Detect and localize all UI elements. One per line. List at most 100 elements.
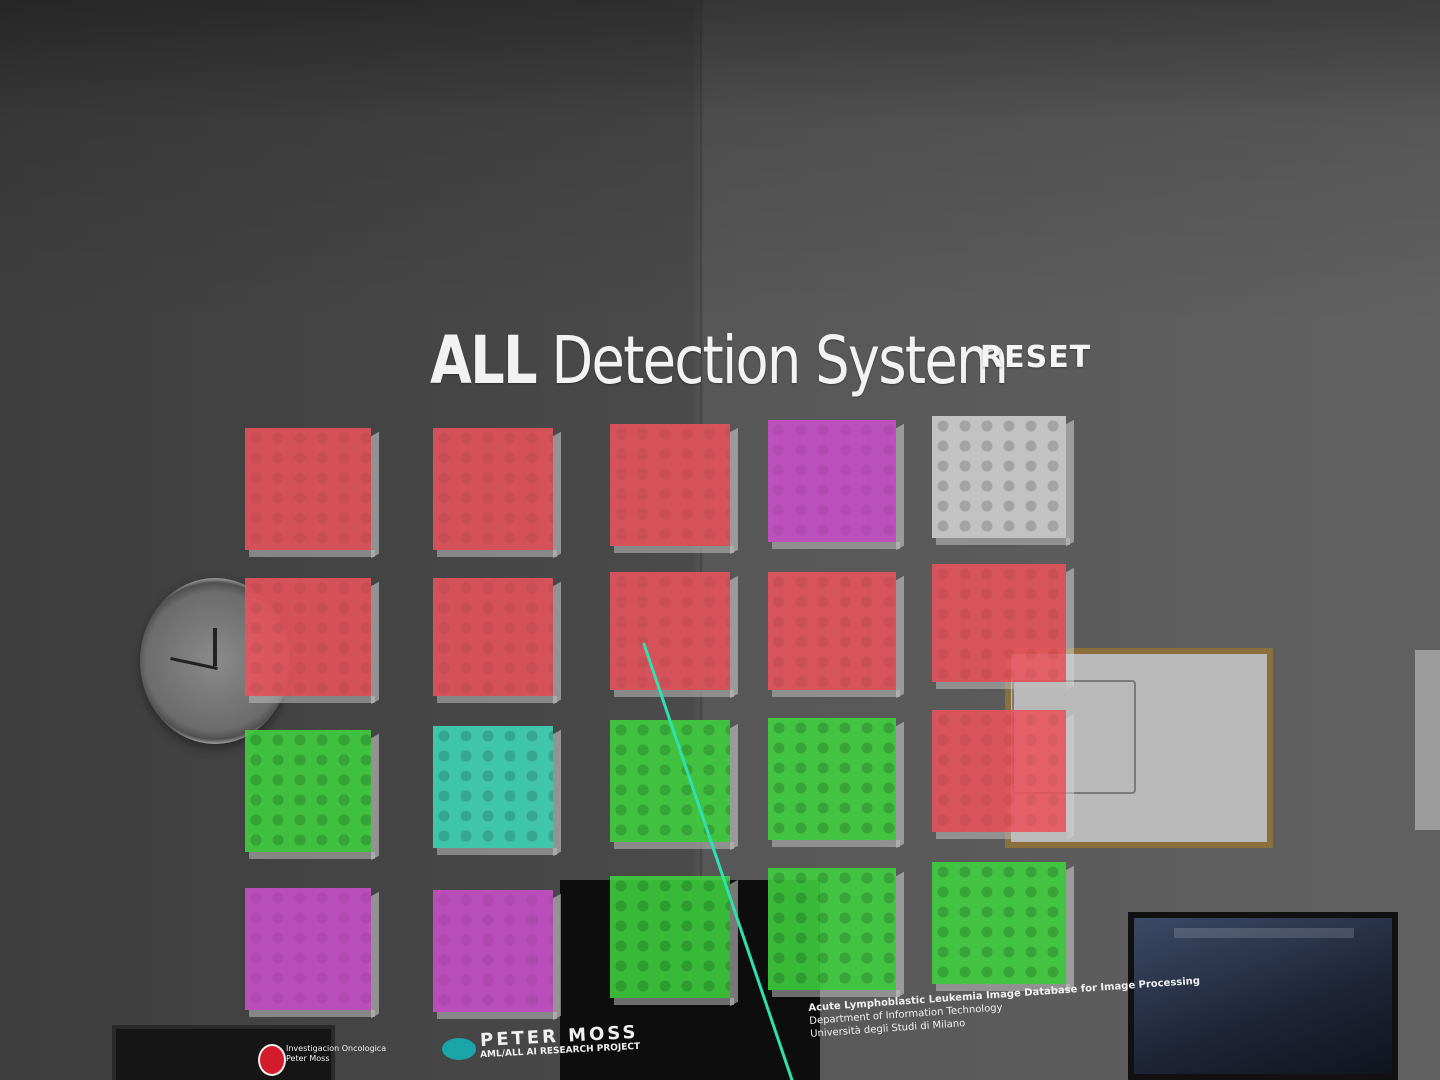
app-title-rest: Detection System (535, 322, 1009, 399)
tile-bottom (772, 542, 900, 549)
tile-r4-c4[interactable] (768, 868, 904, 999)
desk-monitor-right (1128, 912, 1398, 1080)
tile-side (1066, 713, 1074, 841)
tile-r2-c2[interactable] (433, 578, 561, 705)
tile-bottom (437, 696, 557, 703)
tile-cell-texture (245, 578, 371, 696)
tile-bottom (614, 546, 734, 553)
tile-cell-texture (433, 726, 553, 848)
tile-r2-c5[interactable] (932, 564, 1074, 691)
poster-mid-logo-icon (442, 1038, 476, 1060)
tile-face (433, 890, 553, 1012)
tile-cell-texture (610, 424, 730, 546)
tile-side (371, 733, 379, 861)
tile-face (245, 888, 371, 1010)
clock-minute-hand (170, 657, 218, 670)
desk-laptop-left (112, 1025, 335, 1080)
tile-cell-texture (932, 862, 1066, 984)
tile-bottom (249, 550, 375, 557)
tile-r1-c5[interactable] (932, 416, 1074, 547)
tile-side (730, 575, 738, 699)
tile-r1-c1[interactable] (245, 428, 379, 559)
tile-cell-texture (932, 564, 1066, 682)
tile-r4-c5[interactable] (932, 862, 1074, 993)
tile-cell-texture (610, 720, 730, 842)
tile-side (896, 871, 904, 999)
reset-button[interactable]: RESET (980, 340, 1092, 375)
tile-side (1066, 567, 1074, 691)
tile-face (610, 424, 730, 546)
tile-r1-c3[interactable] (610, 424, 738, 555)
tile-cell-texture (932, 416, 1066, 538)
tile-bottom (249, 1010, 375, 1017)
tile-side (1066, 419, 1074, 547)
tile-face (433, 428, 553, 550)
tile-bottom (772, 690, 900, 697)
tile-cell-texture (768, 572, 896, 690)
monitor-dock (1174, 928, 1354, 938)
ceiling-shadow (0, 0, 1440, 120)
tile-bottom (936, 984, 1070, 991)
tile-r1-c4[interactable] (768, 420, 904, 551)
tile-side (730, 427, 738, 555)
tile-r3-c2[interactable] (433, 726, 561, 857)
tile-face (932, 416, 1066, 538)
tile-r4-c3[interactable] (610, 876, 738, 1007)
tile-cell-texture (245, 888, 371, 1010)
tile-bottom (437, 848, 557, 855)
wall-panel (1415, 650, 1440, 830)
tile-cell-texture (433, 890, 553, 1012)
tile-face (245, 578, 371, 696)
tile-r3-c4[interactable] (768, 718, 904, 849)
app-title-bold: ALL (430, 322, 538, 399)
tile-cell-texture (768, 420, 896, 542)
app-title: ALL Detection System (430, 322, 1009, 399)
tile-side (371, 891, 379, 1019)
tile-side (1066, 865, 1074, 993)
tile-cell-texture (433, 578, 553, 696)
tile-side (553, 581, 561, 705)
tile-bottom (936, 538, 1070, 545)
poster-left-logo-icon (258, 1044, 286, 1076)
tile-side (553, 893, 561, 1021)
tile-face (932, 862, 1066, 984)
poster-left-line2: Peter Moss (286, 1054, 330, 1063)
tile-r2-c3[interactable] (610, 572, 738, 699)
tile-bottom (772, 990, 900, 997)
tile-bottom (614, 998, 734, 1005)
tile-side (896, 721, 904, 849)
tile-r4-c1[interactable] (245, 888, 379, 1019)
tile-face (245, 428, 371, 550)
tile-bottom (614, 690, 734, 697)
tile-bottom (249, 852, 375, 859)
tile-face (932, 710, 1066, 832)
tile-r3-c1[interactable] (245, 730, 379, 861)
poster-left-line1: Investigacion Oncologica (286, 1044, 387, 1053)
tile-bottom (437, 1012, 557, 1019)
tile-cell-texture (768, 868, 896, 990)
tile-bottom (772, 840, 900, 847)
tile-bottom (614, 842, 734, 849)
tile-side (730, 879, 738, 1007)
tile-r3-c5[interactable] (932, 710, 1074, 841)
tile-bottom (437, 550, 557, 557)
tile-side (553, 431, 561, 559)
tile-face (768, 420, 896, 542)
tile-r1-c2[interactable] (433, 428, 561, 559)
tile-r4-c2[interactable] (433, 890, 561, 1021)
tile-face (433, 578, 553, 696)
tile-r2-c4[interactable] (768, 572, 904, 699)
tile-face (433, 726, 553, 848)
tile-cell-texture (768, 718, 896, 840)
tile-side (730, 723, 738, 851)
tile-side (896, 423, 904, 551)
tile-r2-c1[interactable] (245, 578, 379, 705)
tile-side (371, 431, 379, 559)
tile-face (245, 730, 371, 852)
tile-r3-c3[interactable] (610, 720, 738, 851)
tile-face (932, 564, 1066, 682)
tile-side (896, 575, 904, 699)
tile-bottom (936, 682, 1070, 689)
tile-cell-texture (245, 730, 371, 852)
